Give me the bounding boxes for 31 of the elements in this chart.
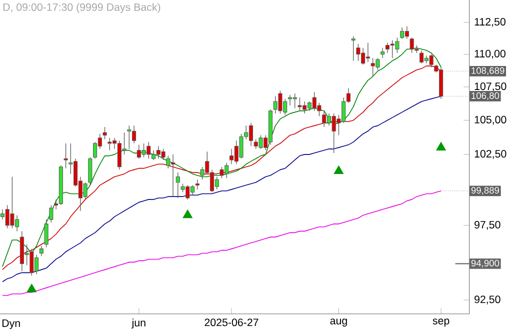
candlestick [195,179,200,190]
candlestick [88,156,92,186]
y-tick-label: 110,00 [474,50,506,59]
ref-line-label: 94,900 [471,260,500,268]
candlestick [176,172,180,198]
annotation: 108,689 [472,67,504,75]
y-tick-label: 107,50 [474,82,506,92]
y-tick-label: 102,50 [474,150,506,159]
annotation: 106,80 [472,92,500,100]
candlestick [39,246,44,257]
x-tick-label: aug [330,318,347,327]
chart-title: D, 09:00-17:30 (9999 Days Back) [3,3,160,14]
y-tick-label: 112,50 [474,18,506,27]
candlestick [380,48,385,58]
x-tick-label: sep [432,318,450,327]
point [436,142,446,150]
candlestick [102,126,107,140]
point [182,210,193,218]
point [26,284,37,292]
y-tick-label: 92,50 [474,296,500,304]
candlestick [49,204,54,223]
point [334,166,344,174]
candlestick [64,143,68,169]
y-tick-label: 105,00 [474,116,506,125]
annotation: 99,889 [471,187,500,195]
candlestick [351,36,356,62]
x-tick-label: 2025-06-27 [204,318,258,326]
candlestick [44,219,48,248]
x-tick-label: jun [132,318,146,329]
text: Dyn [2,320,20,330]
y-tick-label: 97,50 [474,220,500,230]
